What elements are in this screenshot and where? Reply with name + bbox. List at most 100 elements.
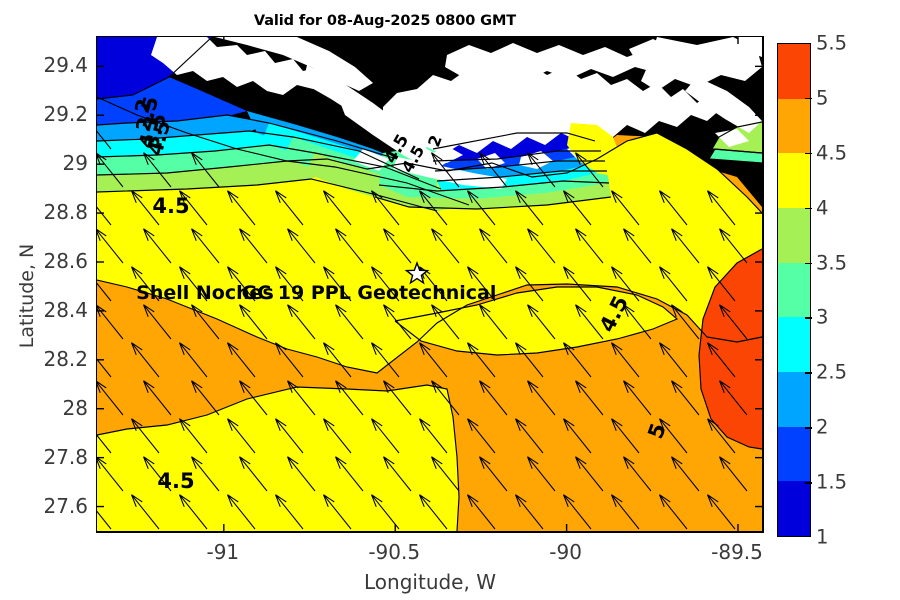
y-tick-27.6: 27.6 xyxy=(43,493,88,518)
x-axis-label: Longitude, W xyxy=(364,570,496,594)
direction-arrow xyxy=(515,266,544,302)
direction-arrow xyxy=(97,434,112,454)
direction-arrow xyxy=(131,342,160,378)
direction-arrow xyxy=(275,494,304,530)
direction-arrow xyxy=(527,228,556,264)
station-star-marker[interactable] xyxy=(404,260,430,285)
y-tick-29.2: 29.2 xyxy=(43,102,88,127)
direction-arrow xyxy=(611,494,640,530)
direction-arrow xyxy=(191,380,220,416)
direction-arrow xyxy=(371,494,400,530)
direction-arrow xyxy=(419,494,448,530)
direction-arrow xyxy=(611,418,640,454)
direction-arrow xyxy=(131,190,160,226)
coastline-landmass xyxy=(151,37,762,189)
colorbar-tick-1.5: 1.5 xyxy=(816,470,848,494)
direction-arrow xyxy=(479,228,508,264)
direction-arrow xyxy=(671,228,700,264)
colorbar-tick-1: 1 xyxy=(816,525,829,549)
direction-arrow xyxy=(515,418,544,454)
direction-arrow xyxy=(371,266,400,302)
y-tick-28.4: 28.4 xyxy=(43,297,88,322)
y-tick-29.4: 29.4 xyxy=(43,53,88,78)
colorbar-band-1-1.5 xyxy=(778,481,810,536)
direction-arrow xyxy=(335,228,364,264)
direction-arrow xyxy=(479,456,508,492)
map-plot-area[interactable]: 4.5 4.5 4.5 5 2 2.5 3 3.5 4 4.5 4.5 2 4.5 Shell Noche… xyxy=(96,36,764,533)
direction-arrow xyxy=(431,228,460,264)
direction-arrow xyxy=(623,304,652,340)
x-tick--89.5: -89.5 xyxy=(711,540,763,564)
direction-arrow xyxy=(323,418,352,454)
direction-arrow xyxy=(335,456,364,492)
colorbar-tick-5: 5 xyxy=(816,86,829,110)
direction-arrow xyxy=(191,304,220,340)
colorbar-band-4.5-5 xyxy=(778,98,810,154)
colorbar-tickmark xyxy=(805,207,812,210)
y-tick-28.8: 28.8 xyxy=(43,200,88,225)
direction-arrow xyxy=(719,304,748,340)
direction-arrow xyxy=(191,228,220,264)
x-tick--91: -91 xyxy=(206,540,240,564)
direction-arrow xyxy=(275,418,304,454)
direction-arrow xyxy=(575,456,604,492)
colorbar-tickmark xyxy=(805,97,812,100)
colorbar-band-5-5.5 xyxy=(778,44,810,99)
direction-arrow xyxy=(563,266,592,302)
direction-arrow xyxy=(611,342,640,378)
direction-arrow xyxy=(227,418,256,454)
direction-arrow xyxy=(97,229,124,264)
colorbar-tickmark xyxy=(805,317,812,319)
direction-arrow xyxy=(431,380,460,416)
direction-arrow xyxy=(419,418,448,454)
y-tick-28.2: 28.2 xyxy=(43,346,88,371)
direction-arrow xyxy=(467,266,496,302)
direction-arrow xyxy=(719,228,748,264)
direction-arrow xyxy=(323,266,352,302)
direction-arrow xyxy=(515,494,544,530)
y-axis-label: Latitude, N xyxy=(16,243,38,349)
colorbar-tick-2: 2 xyxy=(816,415,829,439)
direction-arrow xyxy=(479,152,508,188)
direction-arrow xyxy=(179,190,208,226)
direction-arrow xyxy=(467,494,496,530)
direction-vector-field xyxy=(97,130,748,530)
colorbar[interactable] xyxy=(777,43,811,537)
y-tick-29: 29 xyxy=(62,151,88,176)
direction-arrow xyxy=(371,342,400,378)
direction-arrow xyxy=(563,190,592,226)
direction-arrow xyxy=(287,380,316,416)
direction-arrow xyxy=(323,494,352,530)
direction-arrow xyxy=(515,190,544,226)
direction-arrow xyxy=(431,456,460,492)
direction-arrow xyxy=(179,418,208,454)
direction-arrow xyxy=(719,456,748,492)
y-tick-28.6: 28.6 xyxy=(43,248,88,273)
direction-arrow xyxy=(239,456,268,492)
direction-arrow xyxy=(97,510,112,530)
direction-arrow xyxy=(431,152,460,188)
direction-arrow xyxy=(239,228,268,264)
wave-period-contour-map xyxy=(97,37,762,531)
direction-arrow xyxy=(97,130,112,150)
direction-arrow xyxy=(671,304,700,340)
direction-arrow xyxy=(383,456,412,492)
direction-arrow xyxy=(383,380,412,416)
direction-arrow xyxy=(467,190,496,226)
direction-arrow xyxy=(239,304,268,340)
direction-arrow xyxy=(371,418,400,454)
direction-arrow xyxy=(371,190,400,226)
direction-arrow xyxy=(227,266,256,302)
axis-tick-marks xyxy=(97,37,762,531)
colorbar-tickmark xyxy=(805,152,812,155)
direction-arrow xyxy=(719,380,748,416)
direction-arrow xyxy=(191,152,220,188)
direction-arrow xyxy=(527,380,556,416)
direction-arrow xyxy=(659,418,688,454)
direction-arrow xyxy=(575,228,604,264)
direction-arrow xyxy=(707,266,736,302)
colorbar-band-3-3.5 xyxy=(778,262,810,318)
colorbar-tick-4.5: 4.5 xyxy=(816,141,848,165)
direction-arrow xyxy=(527,456,556,492)
colorbar-band-2.5-3 xyxy=(778,317,810,372)
